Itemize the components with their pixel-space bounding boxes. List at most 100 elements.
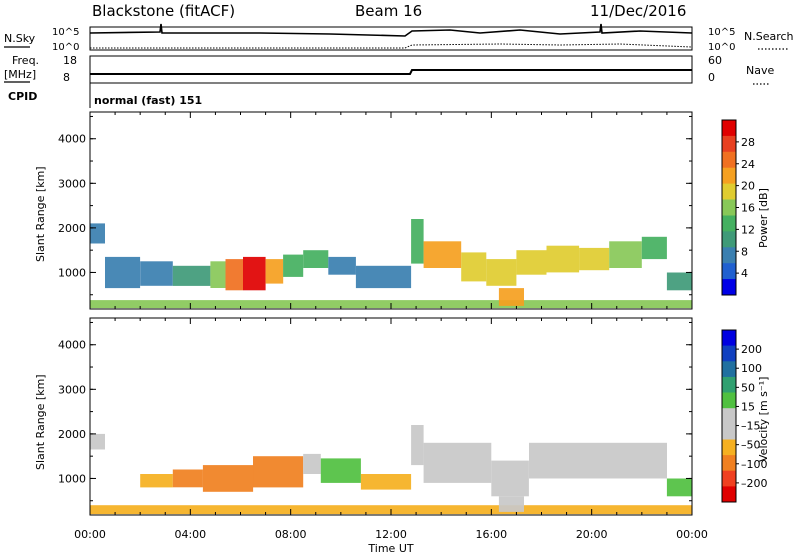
cpid-row: CPID normal (fast) 151 xyxy=(8,83,202,108)
velocity-band xyxy=(411,425,424,466)
power-band xyxy=(423,241,462,268)
velocity-band xyxy=(666,478,692,497)
power-ytick-label: 2000 xyxy=(58,222,86,235)
power-band xyxy=(328,256,356,275)
velocity-ytick-label: 1000 xyxy=(58,472,86,485)
power-band xyxy=(303,250,329,268)
power-cbar-swatch xyxy=(722,231,736,248)
power-axes: 1000 2000 3000 4000 xyxy=(58,112,693,309)
cpid-label: CPID xyxy=(8,90,37,103)
velocity-cbar-tick-label: –50 xyxy=(741,439,761,452)
velocity-axes: 1000 2000 3000 4000 xyxy=(58,318,693,515)
velocity-cbar-swatch xyxy=(722,455,736,472)
power-cbar-swatch xyxy=(722,135,736,153)
power-cbar-swatch xyxy=(722,183,736,200)
power-band xyxy=(609,241,642,268)
velocity-band xyxy=(529,442,667,479)
velocity-cbar-tick-label: –15 xyxy=(741,420,761,433)
velocity-cbar-swatch xyxy=(722,330,736,347)
freq-unit-label: [MHz] xyxy=(4,68,36,81)
velocity-panel: 1000 2000 3000 4000 Slant Range [km] 200 100… xyxy=(34,317,770,516)
velocity-band xyxy=(320,458,361,483)
velocity-cbar-swatch xyxy=(722,486,736,503)
nsky-trace xyxy=(89,23,693,37)
power-band xyxy=(172,265,211,286)
power-cbar-tick-label: 28 xyxy=(741,136,755,149)
power-band xyxy=(105,256,141,289)
power-ytick-label: 1000 xyxy=(58,266,86,279)
power-cbar-swatch xyxy=(722,263,736,280)
velocity-band xyxy=(360,474,412,490)
velocity-band xyxy=(202,465,254,492)
velocity-band xyxy=(140,474,173,488)
time-axis: 00:00 04:00 08:00 12:00 16:00 20:00 00:00 xyxy=(74,528,708,541)
nsky-tick-high: 10^5 xyxy=(52,27,79,38)
power-band xyxy=(210,261,226,288)
date-title: 11/Dec/2016 xyxy=(590,2,686,20)
freq-label: Freq. xyxy=(12,54,39,67)
time-axis-label: Time UT xyxy=(367,542,413,554)
velocity-cbar-swatch xyxy=(722,423,736,440)
power-band xyxy=(461,252,487,282)
velocity-cbar-swatch xyxy=(722,376,736,393)
velocity-cbar-tick-label: 200 xyxy=(741,343,762,356)
time-tick-label: 00:00 xyxy=(676,528,708,541)
power-colorbar: 28 24 20 16 12 8 4 xyxy=(721,119,755,296)
nsearch-trace xyxy=(90,43,693,49)
power-cbar-swatch xyxy=(722,151,736,169)
power-band xyxy=(243,256,266,291)
power-band xyxy=(579,247,610,271)
power-cbar-tick-label: 20 xyxy=(741,180,755,193)
velocity-cbar-label: Velocity [m s⁻¹] xyxy=(757,377,770,462)
velocity-cbar-tick-label: 15 xyxy=(741,400,755,413)
power-cbar-swatch xyxy=(722,279,736,296)
velocity-cbar-swatch xyxy=(722,470,736,487)
nsearch-tick-low: 10^0 xyxy=(708,42,735,53)
power-band xyxy=(498,288,524,306)
velocity-band xyxy=(172,469,203,488)
power-cbar-tick-label: 12 xyxy=(741,223,755,236)
power-cbar-swatch xyxy=(722,120,736,137)
power-cbar-tick-label: 24 xyxy=(741,158,755,171)
power-cells xyxy=(90,219,692,309)
power-cbar-tick-label: 16 xyxy=(741,202,755,215)
time-tick-label: 00:00 xyxy=(74,528,106,541)
velocity-cbar-swatch xyxy=(722,439,736,456)
velocity-band xyxy=(491,460,529,497)
nave-tick-high: 60 xyxy=(708,54,722,67)
power-cbar-swatch xyxy=(722,247,736,264)
power-cbar-swatch xyxy=(722,167,736,185)
velocity-band xyxy=(423,442,492,483)
velocity-cbar-tick-label: 100 xyxy=(741,362,762,375)
power-ytick-label: 4000 xyxy=(58,133,86,146)
velocity-band xyxy=(303,453,321,474)
power-band xyxy=(355,265,412,289)
power-cbar-swatch xyxy=(722,215,736,232)
nsearch-tick-high: 10^5 xyxy=(708,27,735,38)
freq-trace xyxy=(90,69,692,75)
nave-label: Nave xyxy=(746,64,774,77)
time-tick-label: 20:00 xyxy=(576,528,608,541)
velocity-ytick-label: 3000 xyxy=(58,383,86,396)
velocity-cbar-tick-label: –200 xyxy=(741,477,768,490)
velocity-cbar-tick-label: 50 xyxy=(741,381,755,394)
power-cbar-swatch xyxy=(722,199,736,216)
velocity-cells xyxy=(90,425,692,515)
time-tick-label: 12:00 xyxy=(375,528,407,541)
cpid-value: normal (fast) 151 xyxy=(94,94,202,107)
velocity-cbar-tick-label: –100 xyxy=(741,458,768,471)
beam-title: Beam 16 xyxy=(355,2,422,20)
power-band xyxy=(265,259,284,284)
power-cbar-tick-label: 8 xyxy=(741,245,748,258)
power-panel: 1000 2000 3000 4000 Slant Range [km] 28 24 20… xyxy=(34,111,770,310)
velocity-ylabel: Slant Range [km] xyxy=(34,374,47,470)
power-band xyxy=(225,259,244,291)
velocity-cbar-swatch xyxy=(722,345,736,362)
power-cbar-tick-label: 4 xyxy=(741,267,748,280)
power-band xyxy=(140,261,173,286)
power-band xyxy=(411,219,424,264)
nsky-tick-low: 10^0 xyxy=(52,42,79,53)
noise-panel: N.Sky 10^5 10^0 10^5 10^0 N.Search xyxy=(4,23,794,53)
velocity-cbar-swatch xyxy=(722,408,736,425)
